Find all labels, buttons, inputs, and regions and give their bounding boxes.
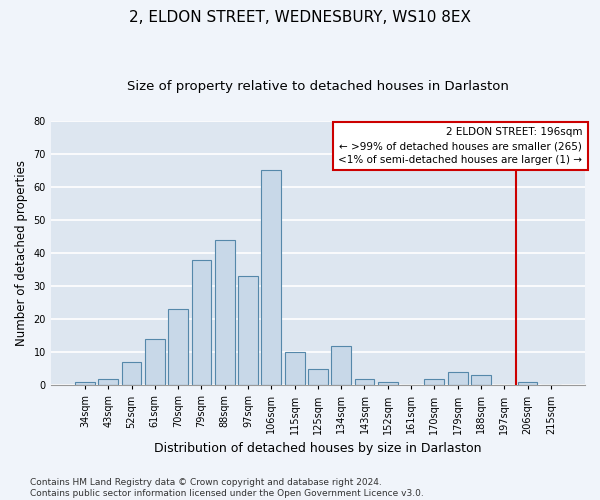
Bar xyxy=(471,376,491,386)
X-axis label: Distribution of detached houses by size in Darlaston: Distribution of detached houses by size … xyxy=(154,442,482,455)
Bar xyxy=(355,378,374,386)
Text: 2, ELDON STREET, WEDNESBURY, WS10 8EX: 2, ELDON STREET, WEDNESBURY, WS10 8EX xyxy=(129,10,471,25)
Bar xyxy=(191,260,211,386)
Bar xyxy=(262,170,281,386)
Bar xyxy=(98,378,118,386)
Text: 2 ELDON STREET: 196sqm
← >99% of detached houses are smaller (265)
<1% of semi-d: 2 ELDON STREET: 196sqm ← >99% of detache… xyxy=(338,127,583,165)
Bar xyxy=(331,346,351,386)
Bar xyxy=(285,352,305,386)
Bar xyxy=(448,372,467,386)
Bar xyxy=(308,368,328,386)
Bar xyxy=(75,382,95,386)
Text: Contains HM Land Registry data © Crown copyright and database right 2024.
Contai: Contains HM Land Registry data © Crown c… xyxy=(30,478,424,498)
Bar xyxy=(122,362,142,386)
Bar xyxy=(145,339,165,386)
Bar xyxy=(215,240,235,386)
Bar xyxy=(238,276,258,386)
Bar xyxy=(518,382,538,386)
Y-axis label: Number of detached properties: Number of detached properties xyxy=(15,160,28,346)
Bar xyxy=(424,378,444,386)
Bar xyxy=(378,382,398,386)
Bar xyxy=(168,309,188,386)
Title: Size of property relative to detached houses in Darlaston: Size of property relative to detached ho… xyxy=(127,80,509,93)
